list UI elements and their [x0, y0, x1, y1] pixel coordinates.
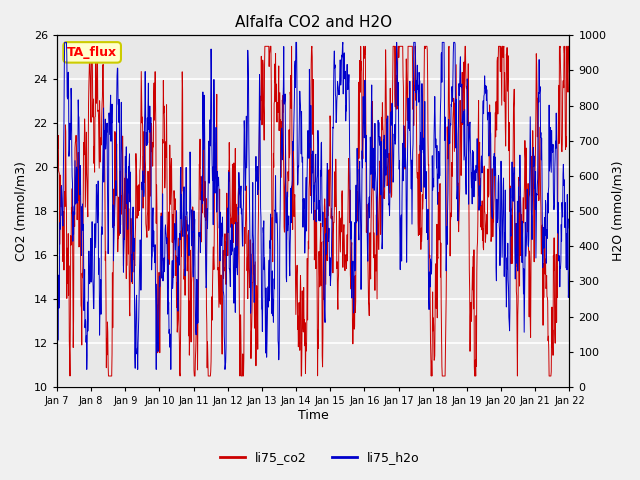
Y-axis label: H2O (mmol/m3): H2O (mmol/m3) — [612, 161, 625, 262]
Title: Alfalfa CO2 and H2O: Alfalfa CO2 and H2O — [235, 15, 392, 30]
X-axis label: Time: Time — [298, 409, 328, 422]
Text: TA_flux: TA_flux — [67, 46, 117, 59]
Y-axis label: CO2 (mmol/m3): CO2 (mmol/m3) — [15, 161, 28, 261]
Legend: li75_co2, li75_h2o: li75_co2, li75_h2o — [215, 446, 425, 469]
